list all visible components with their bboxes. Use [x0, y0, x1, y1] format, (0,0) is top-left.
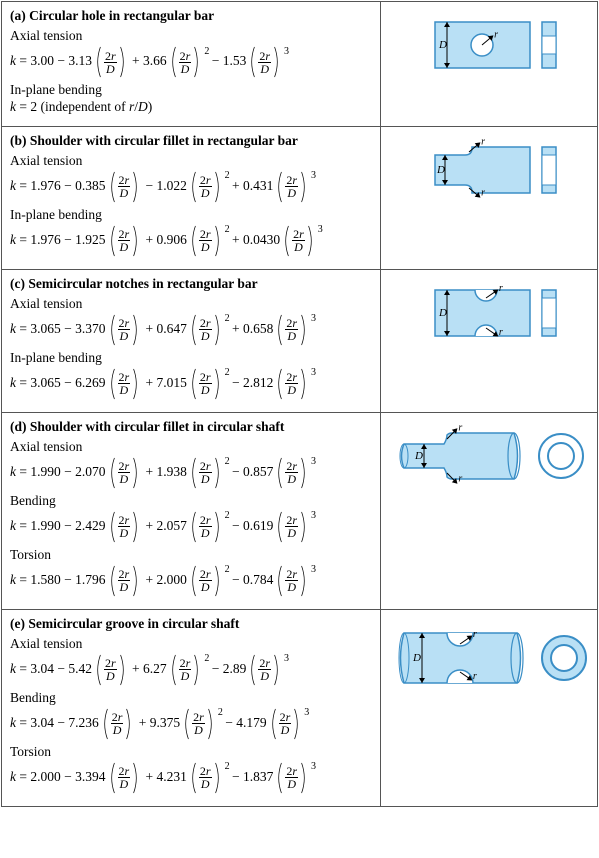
diagram-cell: D r r — [381, 126, 598, 269]
table-row: (b) Shoulder with circular fillet in rec… — [2, 126, 598, 269]
stress-concentration-table: (a) Circular hole in rectangular bar Axia… — [1, 1, 598, 807]
svg-text:D: D — [436, 164, 445, 176]
table-row: (a) Circular hole in rectangular bar Axia… — [2, 2, 598, 127]
diagram-shaft-shoulder: D r r — [389, 421, 589, 491]
equation: k = 3.04 − 5.422rD + 6.272rD2 − 2.892rD3 — [10, 654, 372, 686]
svg-text:r: r — [498, 283, 502, 294]
loading-label: Axial tension — [10, 153, 372, 169]
loading-label: Bending — [10, 493, 372, 509]
svg-text:r: r — [494, 29, 498, 40]
svg-text:r: r — [498, 326, 502, 337]
row-title: (b) Shoulder with circular fillet in rec… — [10, 133, 372, 149]
diagram-rect-hole: D r — [417, 10, 562, 80]
diagram-cell: D r r — [381, 269, 598, 412]
svg-text:D: D — [438, 39, 447, 51]
loading-label: In-plane bending — [10, 82, 372, 98]
loading-label: Axial tension — [10, 296, 372, 312]
row-title: (c) Semicircular notches in rectangular … — [10, 276, 372, 292]
diagram-shaft-groove: D r r — [389, 618, 589, 698]
equation: k = 3.065 − 6.2692rD + 7.0152rD2 − 2.812… — [10, 368, 372, 400]
loading-label: In-plane bending — [10, 350, 372, 366]
diagram-cell: D r r — [381, 412, 598, 609]
diagram-rect-notch: D r r — [417, 278, 562, 348]
diagram-cell: D r r — [381, 609, 598, 806]
svg-text:D: D — [438, 307, 447, 319]
svg-text:D: D — [414, 450, 423, 462]
loading-label: Torsion — [10, 547, 372, 563]
table-row: (c) Semicircular notches in rectangular … — [2, 269, 598, 412]
equation: k = 1.976 − 1.9252rD + 0.9062rD2 + 0.043… — [10, 225, 372, 257]
equation: k = 1.976 − 0.3852rD − 1.0222rD2 + 0.431… — [10, 171, 372, 203]
row-title: (a) Circular hole in rectangular bar — [10, 8, 372, 24]
equation: k = 1.990 − 2.4292rD + 2.0572rD2 − 0.619… — [10, 511, 372, 543]
svg-text:r: r — [473, 629, 477, 640]
loading-label: Axial tension — [10, 28, 372, 44]
equation: k = 3.065 − 3.3702rD + 0.6472rD2 + 0.658… — [10, 314, 372, 346]
svg-text:D: D — [412, 652, 421, 664]
table-row: (e) Semicircular groove in circular shaf… — [2, 609, 598, 806]
diagram-cell: D r — [381, 2, 598, 127]
equation: k = 2 (independent of r/D) — [10, 100, 372, 114]
loading-label: Axial tension — [10, 439, 372, 455]
loading-label: Torsion — [10, 744, 372, 760]
svg-text:r: r — [481, 187, 485, 198]
diagram-rect-shoulder: D r r — [417, 135, 562, 205]
formula-cell: (b) Shoulder with circular fillet in rec… — [2, 126, 381, 269]
formula-cell: (a) Circular hole in rectangular bar Axia… — [2, 2, 381, 127]
equation: k = 1.990 − 2.0702rD + 1.9382rD2 − 0.857… — [10, 457, 372, 489]
loading-label: In-plane bending — [10, 207, 372, 223]
equation: k = 1.580 − 1.7962rD + 2.0002rD2 − 0.784… — [10, 565, 372, 597]
svg-text:r: r — [473, 670, 477, 681]
svg-text:r: r — [458, 422, 462, 433]
equation: k = 2.000 − 3.3942rD + 4.2312rD2 − 1.837… — [10, 762, 372, 794]
equation: k = 3.04 − 7.2362rD + 9.3752rD2 − 4.1792… — [10, 708, 372, 740]
svg-text:r: r — [458, 473, 462, 484]
formula-cell: (d) Shoulder with circular fillet in cir… — [2, 412, 381, 609]
row-title: (d) Shoulder with circular fillet in cir… — [10, 419, 372, 435]
loading-label: Axial tension — [10, 636, 372, 652]
svg-text:r: r — [481, 136, 485, 147]
formula-cell: (c) Semicircular notches in rectangular … — [2, 269, 381, 412]
row-title: (e) Semicircular groove in circular shaf… — [10, 616, 372, 632]
table-row: (d) Shoulder with circular fillet in cir… — [2, 412, 598, 609]
formula-cell: (e) Semicircular groove in circular shaf… — [2, 609, 381, 806]
equation: k = 3.00 − 3.132rD + 3.662rD2 − 1.532rD3 — [10, 46, 372, 78]
loading-label: Bending — [10, 690, 372, 706]
